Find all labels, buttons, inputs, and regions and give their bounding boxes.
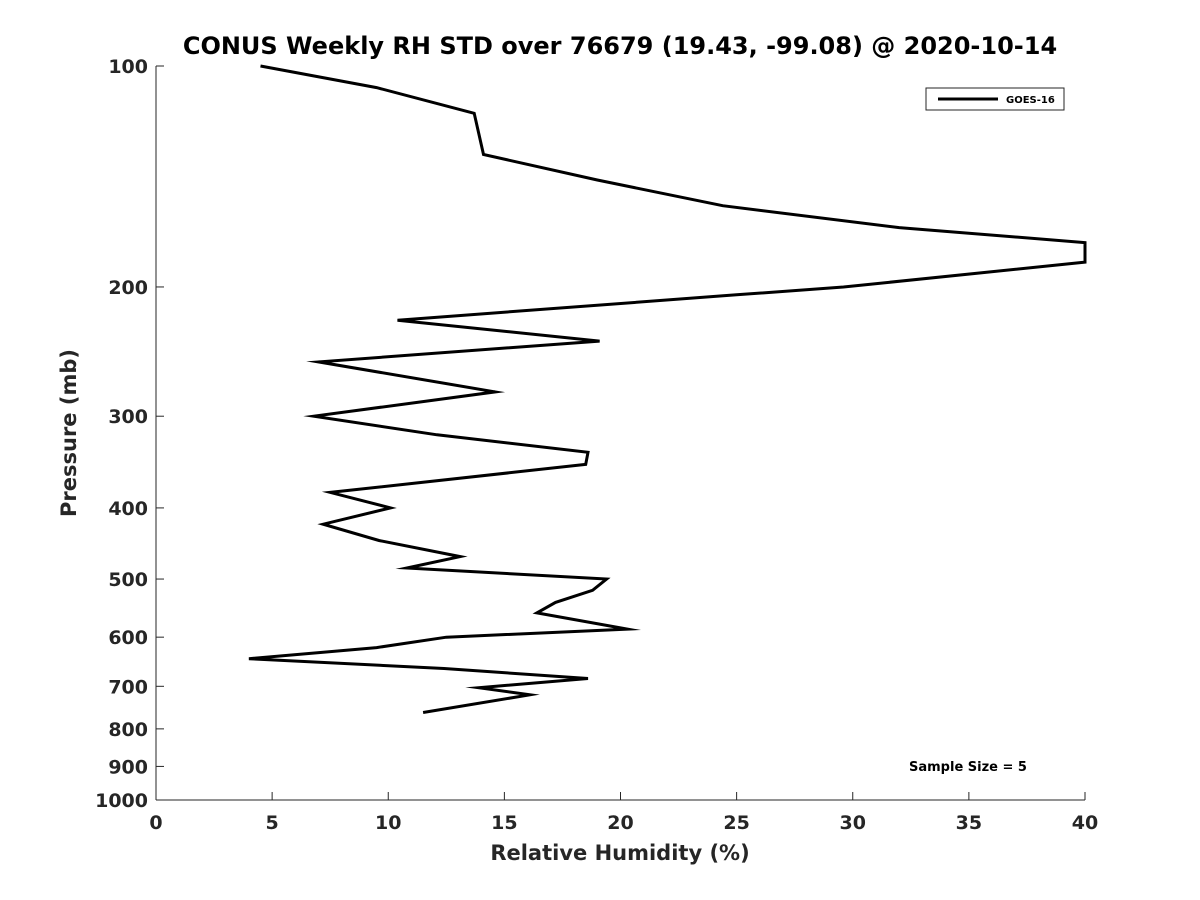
legend-label-goes-16: GOES-16 <box>1006 95 1055 106</box>
x-tick-label-5: 25 <box>723 812 749 834</box>
series-line-goes-16 <box>248 64 1087 714</box>
chart-title: CONUS Weekly RH STD over 76679 (19.43, -… <box>183 32 1057 60</box>
y-axis-ticks: 100 200 300 400 500 600 700 800 900 1000 <box>95 56 164 812</box>
y-tick-label-8: 900 <box>108 756 148 778</box>
x-axis-label: Relative Humidity (%) <box>490 841 749 865</box>
y-tick-label-1: 200 <box>108 277 148 299</box>
y-tick-label-4: 500 <box>108 569 148 591</box>
x-tick-label-0: 0 <box>149 812 162 834</box>
x-tick-label-4: 20 <box>607 812 633 834</box>
y-tick-label-9: 1000 <box>95 790 148 812</box>
x-tick-label-3: 15 <box>491 812 517 834</box>
y-tick-label-2: 300 <box>108 406 148 428</box>
series-layer <box>248 64 1087 714</box>
y-tick-label-6: 700 <box>108 676 148 698</box>
y-tick-label-7: 800 <box>108 719 148 741</box>
y-tick-label-0: 100 <box>108 56 148 78</box>
y-tick-label-5: 600 <box>108 627 148 649</box>
x-tick-label-7: 35 <box>956 812 982 834</box>
x-tick-label-2: 10 <box>375 812 401 834</box>
y-axis-label: Pressure (mb) <box>57 349 81 517</box>
x-tick-label-8: 40 <box>1072 812 1098 834</box>
y-tick-label-3: 400 <box>108 498 148 520</box>
x-tick-label-1: 5 <box>266 812 279 834</box>
x-tick-label-6: 30 <box>840 812 866 834</box>
sample-size-annotation: Sample Size = 5 <box>909 760 1027 775</box>
x-axis-ticks: 0 5 10 15 20 25 30 35 40 <box>149 792 1098 834</box>
legend: GOES-16 <box>925 87 1065 111</box>
